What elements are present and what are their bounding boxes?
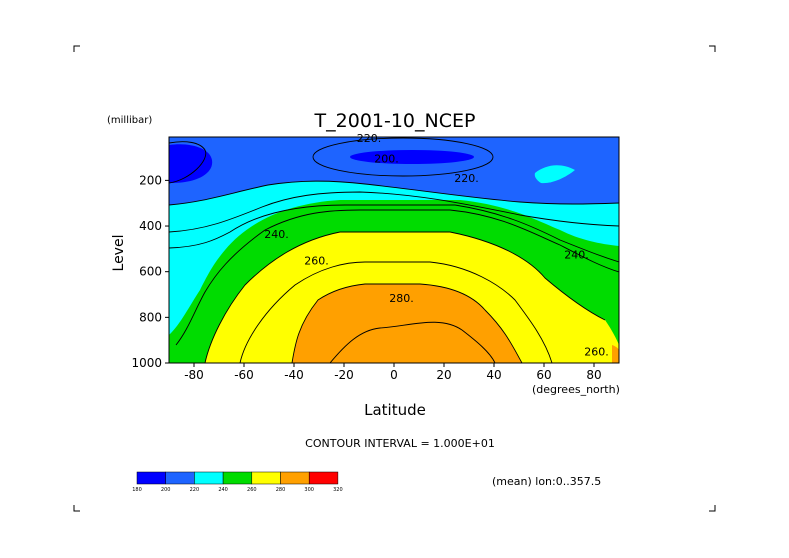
colorbar-swatch <box>251 471 281 485</box>
colorbar-swatch <box>222 471 253 485</box>
corner-marks <box>73 45 716 512</box>
colorbar-tick-label: 220 <box>190 487 200 493</box>
contour-label: 240. <box>264 228 289 241</box>
chart-title: T_2001-10_NCEP <box>314 110 476 132</box>
y-tick-label: 1000 <box>131 356 162 370</box>
x-tick-label: -80 <box>184 368 204 382</box>
contour-label: 280. <box>389 292 414 305</box>
colorbar-swatch <box>136 471 166 485</box>
band-280-300-patch <box>612 345 619 363</box>
contour-interval-note: CONTOUR INTERVAL = 1.000E+01 <box>305 437 495 450</box>
x-axis-label: Latitude <box>364 401 426 419</box>
y-tick-label: 600 <box>139 265 162 279</box>
colorbar: 180 200 220 240 260 280 300 320 <box>132 471 343 493</box>
contour-lines <box>169 137 619 363</box>
y-tick-label: 200 <box>139 173 162 187</box>
x-tick-label: 0 <box>390 368 398 382</box>
colorbar-swatch <box>194 471 224 485</box>
band-220-240-patch <box>534 165 575 184</box>
contour-label: 260. <box>304 254 329 267</box>
y-unit-label: (millibar) <box>107 115 152 126</box>
y-axis-label: Level <box>111 235 127 272</box>
y-tick-label: 400 <box>139 219 162 233</box>
colorbar-swatch <box>308 471 339 485</box>
x-tick-label: 80 <box>586 368 601 382</box>
contour-label: 260. <box>584 346 609 359</box>
colorbar-tick-label: 240 <box>218 487 228 493</box>
colorbar-tick-label: 260 <box>247 487 257 493</box>
colorbar-tick-label: 280 <box>276 487 286 493</box>
contour-label: 220. <box>357 132 382 145</box>
x-unit-label: (degrees_north) <box>532 383 620 396</box>
band-180-200-south <box>169 144 213 183</box>
colorbar-tick-label: 320 <box>333 487 343 493</box>
x-tick-label: 60 <box>536 368 551 382</box>
x-tick-label: -20 <box>334 368 354 382</box>
colorbar-tick-label: 180 <box>132 487 142 493</box>
colorbar-tick-label: 300 <box>304 487 314 493</box>
contour-label: 220. <box>454 172 479 185</box>
x-tick-label: 40 <box>486 368 501 382</box>
colorbar-swatch <box>165 471 195 485</box>
band-180-200-core <box>350 150 474 164</box>
x-axis: -80 -60 -40 -20 0 20 40 60 80 <box>184 363 602 382</box>
contour-field <box>169 137 619 363</box>
y-tick-label: 800 <box>139 310 162 324</box>
y-axis: 200 400 600 800 1000 <box>131 173 169 370</box>
contour-labels: 220. 200. 220. 240. 260. 240. 280. 260. <box>264 132 609 358</box>
colorbar-swatch <box>280 471 310 485</box>
colorbar-tick-label: 200 <box>161 487 171 493</box>
x-tick-label: 20 <box>436 368 451 382</box>
x-tick-label: -40 <box>284 368 304 382</box>
mean-note: (mean) lon:0..357.5 <box>492 475 601 488</box>
x-tick-label: -60 <box>234 368 254 382</box>
band-280-300 <box>292 284 522 363</box>
contour-label: 200. <box>374 153 399 166</box>
contour-label: 240. <box>564 249 589 262</box>
